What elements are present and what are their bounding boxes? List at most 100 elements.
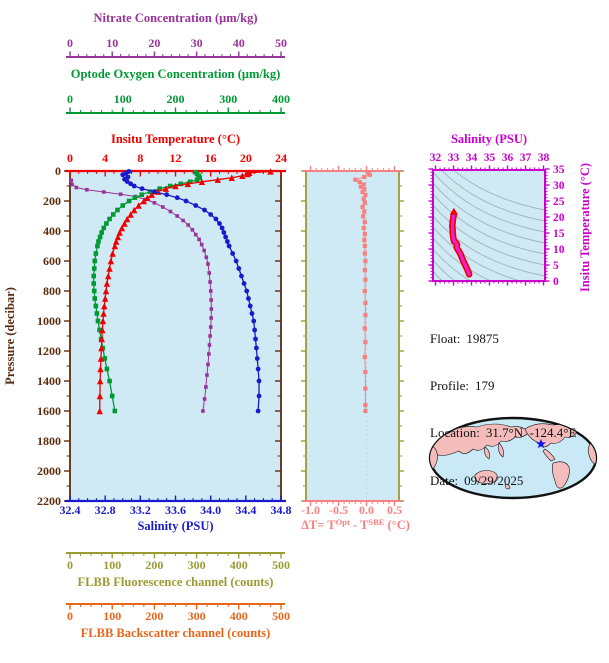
data-point xyxy=(253,336,258,342)
data-point xyxy=(362,231,367,237)
data-point xyxy=(95,318,101,324)
data-point xyxy=(209,316,213,320)
data-point xyxy=(194,177,200,182)
flbb-fluorescence-axis-tick-label: 0 xyxy=(67,558,73,572)
data-point xyxy=(202,397,207,401)
data-point xyxy=(228,174,235,181)
data-point xyxy=(193,232,198,237)
data-point xyxy=(362,200,367,205)
ts-sal-tick-label: 33 xyxy=(448,152,460,164)
data-point xyxy=(157,186,162,191)
data-point xyxy=(251,318,257,324)
data-point xyxy=(175,214,179,218)
delta-axis-title: ΔT= TOpt - TSBE (°C) xyxy=(301,517,410,532)
data-point xyxy=(367,172,372,177)
pressure-tick-label: 400 xyxy=(43,224,61,238)
oxygen-axis-tick-label: 400 xyxy=(272,92,290,106)
data-point xyxy=(208,325,213,329)
data-point xyxy=(204,385,208,389)
salinity-tick-label: 34.4 xyxy=(235,503,256,517)
data-point xyxy=(360,189,365,195)
data-point xyxy=(363,369,368,375)
continent xyxy=(576,424,588,434)
data-point xyxy=(362,243,367,249)
temperature-tick-label: 0 xyxy=(67,151,73,165)
ts-temp-tick-label: 0 xyxy=(553,276,559,288)
density-contour-line xyxy=(433,204,545,266)
continent xyxy=(498,442,504,458)
data-point xyxy=(162,185,170,192)
data-point xyxy=(233,258,239,264)
data-point xyxy=(118,192,123,197)
data-point xyxy=(99,326,106,334)
density-contour-line xyxy=(433,226,522,281)
nitrate-axis-tick-label: 0 xyxy=(67,36,73,50)
flbb-fluorescence-axis-title: FLBB Fluorescence channel (counts) xyxy=(78,575,274,589)
temperature-tick-label: 8 xyxy=(137,151,143,165)
data-point xyxy=(94,311,100,316)
temperature-tick-label: 24 xyxy=(275,151,287,165)
data-point xyxy=(96,392,104,400)
flbb-fluorescence-axis: 0 100 200 300 400 500 FLBB Fluorescence channe… xyxy=(66,552,290,589)
flbb-backscatter-axis-tick-label: 300 xyxy=(188,609,206,623)
ts-top-marker xyxy=(449,207,458,215)
data-point xyxy=(111,242,119,250)
data-point xyxy=(224,239,230,244)
data-point xyxy=(91,288,97,294)
data-point xyxy=(118,224,126,232)
ts-temp-tick-label: 25 xyxy=(553,196,565,208)
data-point xyxy=(164,192,170,198)
data-point xyxy=(167,183,173,189)
data-point xyxy=(226,243,232,249)
data-point xyxy=(254,356,260,361)
data-point xyxy=(206,362,210,367)
data-point xyxy=(114,233,122,241)
oxygen-axis-tick-label: 0 xyxy=(67,92,73,106)
data-point xyxy=(132,195,138,200)
main-profile-plot: 0 200 400 600 800 1000 1200 1400 1600 1800 2000 220… xyxy=(3,164,282,508)
data-point xyxy=(112,238,120,245)
data-point xyxy=(152,189,157,195)
oxygen-axis: 0 100 200 300 400 Optode Oxygen Concentration… xyxy=(66,67,290,114)
data-point xyxy=(121,220,128,227)
data-point xyxy=(239,172,246,179)
temperature-tick-label: 20 xyxy=(240,151,252,165)
data-point xyxy=(202,207,207,213)
data-point xyxy=(99,230,104,235)
data-point xyxy=(100,310,107,317)
data-point xyxy=(361,196,366,201)
data-point xyxy=(241,281,247,286)
data-point xyxy=(131,183,137,189)
salinity-tick-label: 33.2 xyxy=(130,503,151,517)
flbb-fluorescence-axis-tick-label: 300 xyxy=(188,558,206,572)
ts-diagram: 32 33 34 35 36 37 38 0 5 10 15 20 25 30 35 Salinity (PS… xyxy=(428,132,592,292)
ts-sal-tick-label: 34 xyxy=(466,152,478,164)
float-location-star xyxy=(536,438,546,449)
density-contour-line xyxy=(433,193,545,255)
ts-temp-tick-label: 35 xyxy=(553,164,565,176)
data-point xyxy=(102,356,108,361)
data-point xyxy=(236,266,242,271)
data-point xyxy=(255,408,261,414)
data-point xyxy=(144,194,151,201)
data-point xyxy=(198,178,206,185)
nitrate-axis-tick-label: 30 xyxy=(191,36,203,50)
data-point xyxy=(187,179,193,185)
data-point xyxy=(70,182,74,187)
data-point xyxy=(168,209,173,214)
data-point xyxy=(362,251,367,256)
data-point xyxy=(127,211,134,218)
ts-temp-tick-label: 30 xyxy=(553,180,565,192)
ts-curve xyxy=(450,212,471,276)
data-point xyxy=(101,295,109,302)
continent xyxy=(504,484,511,490)
data-point xyxy=(197,237,201,242)
data-point xyxy=(98,335,106,343)
pressure-tick-label: 200 xyxy=(43,194,61,208)
date-value: 09/29/2025 xyxy=(464,472,524,488)
data-point xyxy=(267,168,274,175)
oxygen-axis-title: Optode Oxygen Concentration (μm/kg) xyxy=(71,67,281,81)
data-point xyxy=(363,408,368,414)
data-point xyxy=(123,170,129,176)
